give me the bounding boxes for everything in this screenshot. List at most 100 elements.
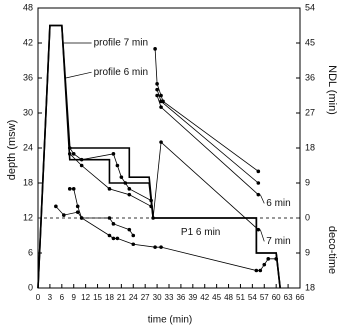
series-line — [69, 147, 152, 201]
x-tick-label: 6 — [60, 293, 65, 302]
y2-tick-label: 45 — [305, 37, 315, 47]
series-line — [69, 153, 152, 207]
x-tick-label: 27 — [141, 293, 150, 302]
data-point — [79, 157, 84, 162]
data-point — [67, 152, 72, 156]
y2-tick-label: 54 — [305, 2, 315, 12]
y2-tick-label: 27 — [305, 107, 315, 117]
data-point — [107, 216, 112, 220]
x-tick-label: 33 — [165, 293, 174, 302]
x-tick-label: 21 — [117, 293, 126, 302]
series-line — [69, 188, 277, 271]
y-tick-label: 12 — [23, 212, 33, 222]
x-tick-label: 30 — [153, 293, 162, 302]
x-tick-label: 9 — [72, 293, 77, 302]
x-axis-label: time (min) — [148, 315, 192, 326]
annotation: P1 6 min — [181, 227, 220, 238]
data-point — [115, 236, 120, 241]
data-point — [111, 236, 116, 241]
y2-tick-label: 9 — [305, 247, 310, 257]
annotation: 6 min — [266, 198, 290, 209]
y-tick-label: 24 — [23, 142, 33, 152]
x-tick-label: 39 — [188, 293, 197, 302]
series-line — [156, 89, 259, 184]
data-point — [75, 204, 80, 209]
data-point — [71, 187, 76, 191]
data-point — [153, 245, 157, 249]
y-tick-label: 0 — [28, 282, 33, 292]
x-tick-label: 63 — [284, 293, 293, 302]
data-point — [123, 181, 128, 185]
data-point — [79, 163, 84, 168]
x-tick-label: 48 — [224, 293, 233, 302]
y2-axis-label: NDL (min) — [326, 65, 338, 115]
y2-tick-label: 0 — [305, 212, 310, 222]
data-point — [54, 204, 58, 209]
annotation: 7 min — [266, 236, 290, 247]
data-point — [159, 93, 163, 98]
y-tick-label: 48 — [23, 2, 33, 12]
series-line — [37, 24, 281, 289]
data-point — [111, 222, 116, 226]
data-point — [119, 175, 124, 179]
annotation: profile 6 min — [94, 67, 148, 78]
data-point — [153, 47, 157, 51]
y2-axis-label-lower: deco-time — [326, 226, 338, 274]
data-point — [131, 233, 136, 238]
data-point — [115, 163, 120, 168]
y-tick-label: 30 — [23, 107, 33, 117]
y-tick-label: 6 — [28, 247, 33, 257]
annotation-leader — [65, 71, 92, 79]
data-point — [79, 216, 84, 220]
series-line — [154, 48, 259, 172]
y-axis-label: depth (msw) — [6, 120, 18, 181]
data-point — [155, 82, 159, 86]
annotation-leader — [259, 229, 265, 242]
series-line — [37, 24, 281, 289]
data-point — [151, 216, 155, 220]
annotation-leader — [259, 194, 265, 204]
data-point — [266, 257, 271, 261]
data-point — [256, 169, 261, 174]
x-tick-label: 54 — [248, 293, 257, 302]
x-tick-label: 0 — [36, 293, 41, 302]
data-point — [254, 268, 259, 273]
data-point — [127, 227, 132, 232]
y2-tick-label: 18 — [305, 142, 315, 152]
y2-tick-label: 36 — [305, 72, 315, 82]
x-tick-label: 3 — [48, 293, 53, 302]
data-point — [131, 242, 136, 247]
data-point — [256, 192, 261, 197]
y2-tick-label: 9 — [305, 177, 310, 187]
x-tick-label: 66 — [296, 293, 305, 302]
data-point — [256, 227, 261, 232]
data-point — [274, 257, 278, 261]
x-tick-label: 51 — [236, 293, 245, 302]
series-line — [55, 206, 134, 236]
x-tick-label: 45 — [212, 293, 221, 302]
data-point — [149, 204, 153, 209]
data-point — [155, 93, 159, 98]
data-point — [107, 187, 112, 191]
data-point — [159, 105, 163, 109]
x-tick-label: 60 — [272, 293, 281, 302]
x-tick-label: 18 — [105, 293, 114, 302]
data-point — [71, 152, 76, 156]
data-point — [107, 233, 112, 238]
data-point — [149, 198, 153, 203]
data-point — [62, 213, 66, 217]
data-point — [258, 268, 263, 273]
y-tick-label: 36 — [23, 72, 33, 82]
x-tick-label: 12 — [81, 293, 90, 302]
y-tick-label: 18 — [23, 177, 33, 187]
data-point — [127, 187, 132, 191]
x-tick-label: 36 — [176, 293, 185, 302]
data-point — [67, 187, 72, 191]
data-point — [67, 146, 72, 150]
x-tick-label: 42 — [200, 293, 209, 302]
data-point — [75, 210, 80, 214]
data-point — [111, 152, 116, 156]
data-point — [159, 99, 163, 104]
x-tick-label: 57 — [260, 293, 269, 302]
